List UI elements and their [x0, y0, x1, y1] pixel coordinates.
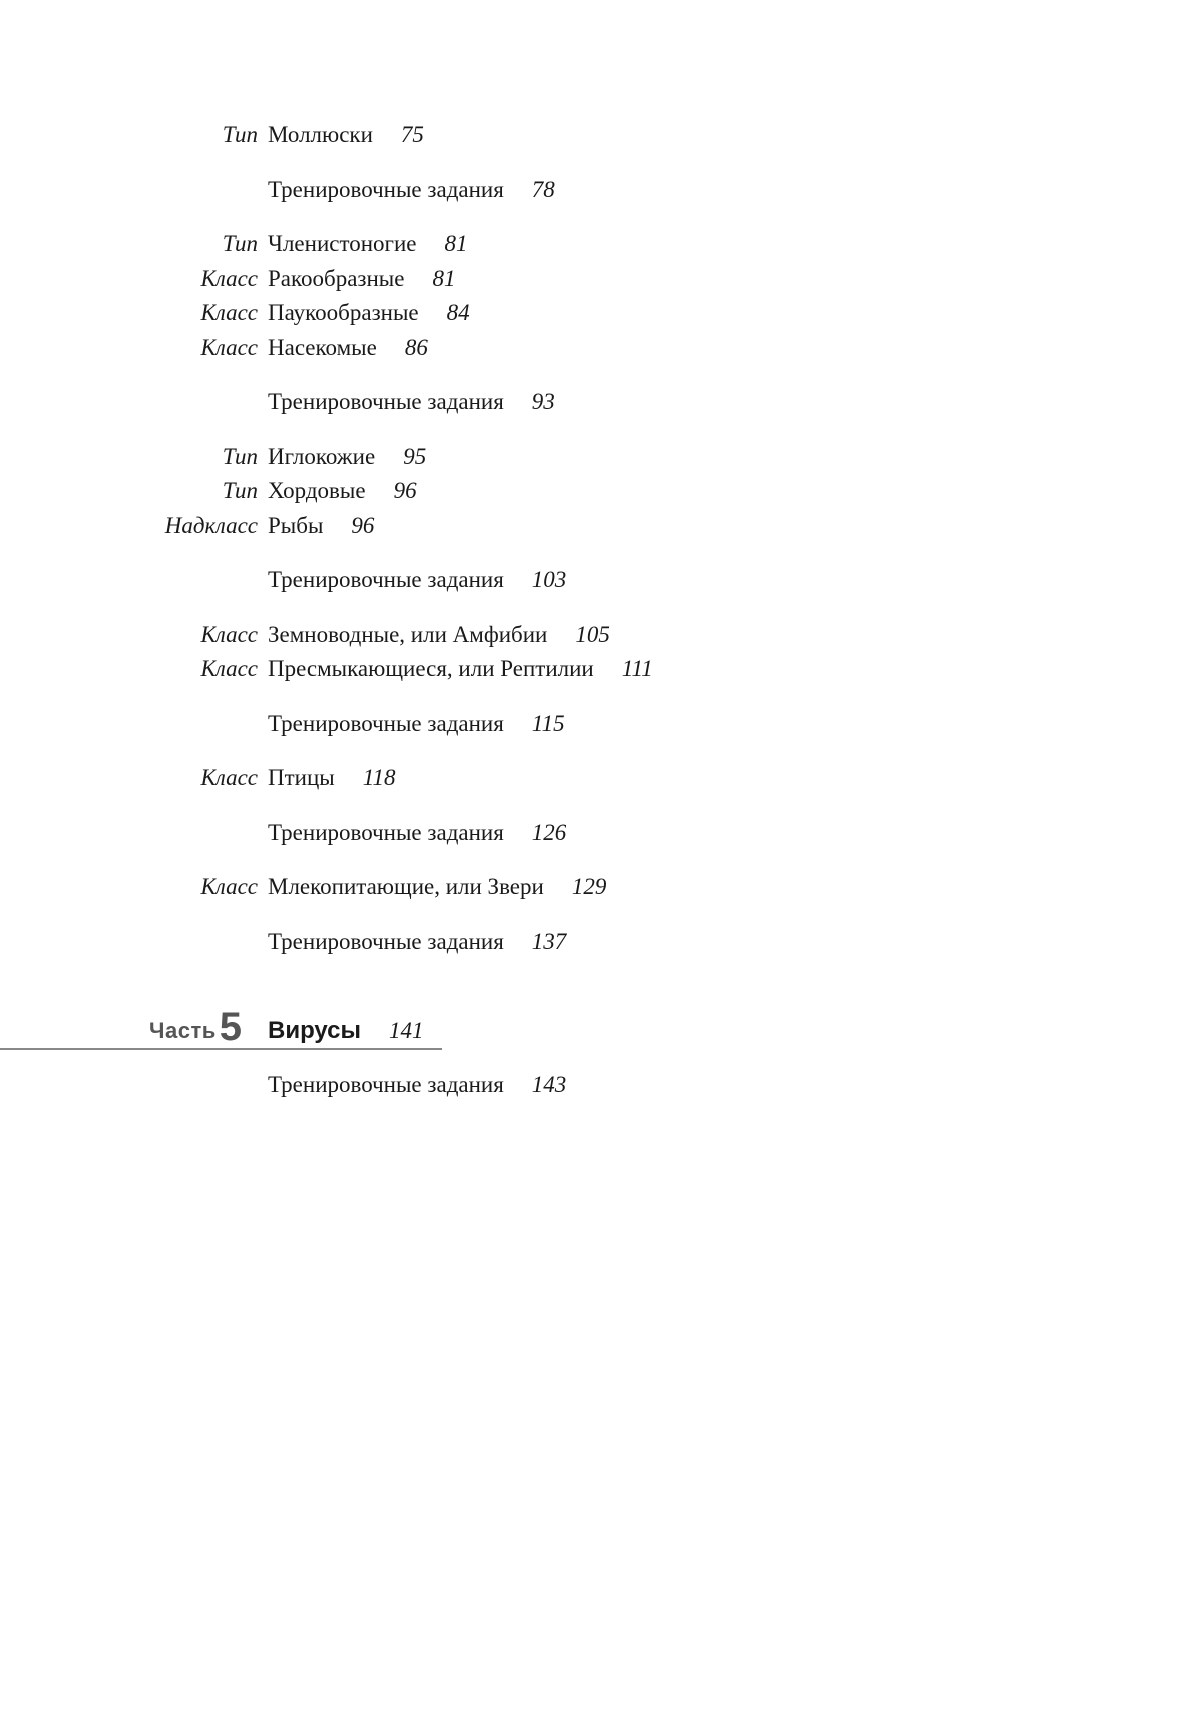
entry-page: 137 [532, 925, 567, 960]
gap [0, 543, 1200, 563]
gap [0, 1048, 1200, 1068]
toc-entry: Тренировочные задания 143 [0, 1068, 1200, 1103]
entry-label: Тип [0, 440, 268, 475]
toc-entry: КлассПтицы 118 [0, 761, 1200, 796]
entry-title: Иглокожие [268, 440, 375, 475]
entry-title: Тренировочные задания [268, 563, 504, 598]
entry-title: Пресмыкающиеся, или Рептилии [268, 652, 594, 687]
entry-page: 78 [532, 173, 555, 208]
toc-entry: КлассНасекомые 86 [0, 331, 1200, 366]
toc-entry: НадклассРыбы 96 [0, 509, 1200, 544]
entry-title: Земноводные, или Амфибии [268, 618, 547, 653]
gap [0, 796, 1200, 816]
toc-entry: Тренировочные задания 103 [0, 563, 1200, 598]
entry-title: Членистоногие [268, 227, 416, 262]
toc-entry: КлассМлекопитающие, или Звери 129 [0, 870, 1200, 905]
entry-title: Тренировочные задания [268, 173, 504, 208]
gap [0, 365, 1200, 385]
entry-page: 84 [447, 296, 470, 331]
toc-entry: ТипЧленистоногие 81 [0, 227, 1200, 262]
toc-entry: ТипИглокожие 95 [0, 440, 1200, 475]
entry-page: 81 [444, 227, 467, 262]
toc-entry: КлассРакообразные 81 [0, 262, 1200, 297]
entry-label: Класс [0, 761, 268, 796]
gap [0, 598, 1200, 618]
entry-label: Класс [0, 618, 268, 653]
entry-page: 111 [622, 652, 653, 687]
entry-label: Тип [0, 474, 268, 509]
toc-entry: Тренировочные задания 93 [0, 385, 1200, 420]
entry-title: Тренировочные задания [268, 925, 504, 960]
part-section: Часть 5 Вирусы 141 Тренировочные задания… [0, 1003, 1200, 1103]
entry-label: Класс [0, 652, 268, 687]
entry-title: Насекомые [268, 331, 377, 366]
entry-label: Тип [0, 227, 268, 262]
entry-label: Тип [0, 118, 268, 153]
toc-entry: КлассЗемноводные, или Амфибии 105 [0, 618, 1200, 653]
toc-entry: ТипМоллюски 75 [0, 118, 1200, 153]
entry-title: Тренировочные задания [268, 1068, 504, 1103]
gap [0, 153, 1200, 173]
entry-page: 118 [363, 761, 396, 796]
entry-page: 103 [532, 563, 567, 598]
entry-label: Надкласс [0, 509, 268, 544]
entry-page: 129 [572, 870, 607, 905]
toc-entry: Тренировочные задания 137 [0, 925, 1200, 960]
part-heading-line: Часть 5 Вирусы 141 [0, 1003, 1200, 1048]
entry-title: Птицы [268, 761, 335, 796]
entry-title: Млекопитающие, или Звери [268, 870, 544, 905]
entry-title: Тренировочные задания [268, 816, 504, 851]
entry-title: Моллюски [268, 118, 373, 153]
toc-entry: КлассПаукообразные 84 [0, 296, 1200, 331]
gap [0, 420, 1200, 440]
toc-entry: КлассПресмыкающиеся, или Рептилии 111 [0, 652, 1200, 687]
entry-page: 96 [351, 509, 374, 544]
entry-page: 115 [532, 707, 565, 742]
entry-page: 95 [403, 440, 426, 475]
part-number: 5 [220, 1005, 242, 1050]
entry-page: 81 [432, 262, 455, 297]
gap [0, 905, 1200, 925]
entry-title: Паукообразные [268, 296, 419, 331]
gap [0, 741, 1200, 761]
entry-title: Тренировочные задания [268, 707, 504, 742]
entry-title: Рыбы [268, 509, 323, 544]
entry-label: Класс [0, 331, 268, 366]
entry-page: 126 [532, 816, 567, 851]
toc-entries: ТипМоллюски75Тренировочные задания78ТипЧ… [0, 118, 1200, 959]
toc-entry: Тренировочные задания 115 [0, 707, 1200, 742]
entry-page: 75 [401, 118, 424, 153]
part-title: Вирусы [268, 1017, 361, 1045]
entry-title: Ракообразные [268, 262, 404, 297]
gap [0, 207, 1200, 227]
entry-label: Класс [0, 296, 268, 331]
entry-page: 143 [532, 1068, 567, 1103]
toc-entry: Тренировочные задания 78 [0, 173, 1200, 208]
part-label-col: Часть 5 [0, 1003, 268, 1048]
entry-title: Хордовые [268, 474, 366, 509]
toc-page: ТипМоллюски75Тренировочные задания78ТипЧ… [0, 0, 1200, 1103]
entry-title: Тренировочные задания [268, 385, 504, 420]
entry-label: Класс [0, 262, 268, 297]
toc-entry: Тренировочные задания 126 [0, 816, 1200, 851]
part-label: Часть [149, 1018, 216, 1044]
gap [0, 687, 1200, 707]
gap [0, 850, 1200, 870]
entry-page: 96 [394, 474, 417, 509]
entry-label: Класс [0, 870, 268, 905]
part-page: 141 [389, 1018, 424, 1044]
toc-entry: ТипХордовые 96 [0, 474, 1200, 509]
entry-page: 93 [532, 385, 555, 420]
entry-page: 105 [575, 618, 610, 653]
entry-page: 86 [405, 331, 428, 366]
